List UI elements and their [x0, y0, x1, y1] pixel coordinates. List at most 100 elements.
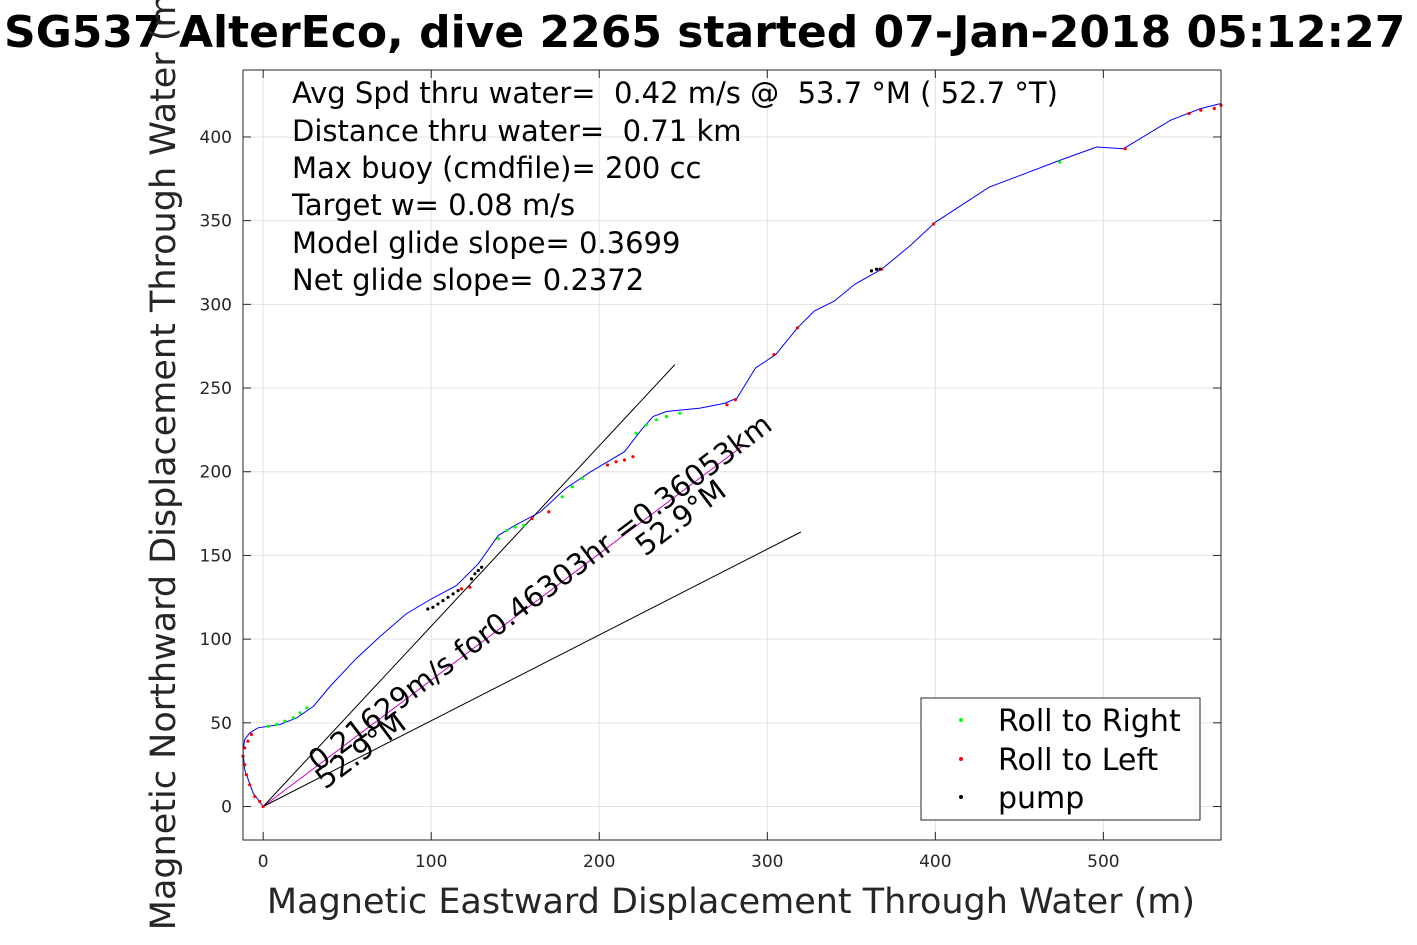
x-tick-label: 200	[583, 852, 615, 872]
stat-distance: Distance thru water= 0.71 km	[292, 114, 742, 148]
marker-pump	[441, 599, 445, 603]
tick-marks	[243, 70, 1221, 840]
y-axis-label: Magnetic Northward Displacement Through …	[144, 0, 184, 930]
marker-roll-right	[664, 414, 669, 419]
marker-roll-right	[522, 523, 526, 527]
marker-roll-right	[513, 525, 517, 529]
marker-roll-left	[246, 739, 250, 743]
x-tick-label: 500	[1087, 852, 1119, 872]
marker-roll-right	[678, 411, 682, 415]
x-tick-label: 100	[415, 852, 447, 872]
marker-roll-left	[547, 510, 551, 514]
marker-roll-left	[631, 455, 635, 459]
legend-label-roll-left: Roll to Left	[998, 743, 1158, 778]
y-tick-label: 200	[200, 463, 232, 483]
y-tick-label: 300	[200, 295, 232, 315]
marker-roll-left	[459, 587, 464, 591]
marker-pump	[869, 269, 874, 273]
marker-roll-left	[622, 458, 627, 462]
marker-roll-right	[298, 711, 302, 715]
marker-roll-right	[505, 528, 509, 532]
y-tick-labels: 0 50 100 150 200 250 300 350 400	[200, 128, 232, 818]
marker-roll-left	[468, 585, 472, 589]
marker-roll-left	[725, 403, 729, 407]
marker-roll-right	[275, 722, 279, 727]
x-tick-label: 0	[258, 852, 269, 872]
chart-title: SG537 AlterEco, dive 2265 started 07-Jan…	[4, 7, 1405, 58]
marker-roll-left	[1199, 108, 1203, 112]
marker-roll-right	[644, 423, 648, 427]
marker-roll-left	[1212, 106, 1216, 111]
marker-pump	[431, 605, 435, 609]
series-line-1	[262, 444, 745, 807]
marker-roll-right	[560, 495, 564, 499]
marker-roll-right	[634, 431, 638, 435]
marker-roll-left	[243, 763, 247, 767]
marker-roll-right	[266, 724, 270, 728]
marker-pump	[473, 572, 477, 576]
legend: Roll to Right Roll to Left pump	[920, 697, 1201, 821]
legend-label-roll-right: Roll to Right	[998, 704, 1181, 739]
axes-frame	[242, 69, 1222, 841]
grid	[243, 70, 1221, 840]
marker-pump	[878, 267, 882, 271]
marker-roll-right	[1058, 160, 1062, 164]
series-markers	[241, 103, 1223, 809]
y-tick-label: 150	[200, 546, 232, 566]
marker-roll-right	[305, 706, 309, 710]
legend-marker-roll-left	[959, 757, 963, 761]
marker-roll-left	[530, 517, 534, 521]
y-tick-label: 250	[200, 379, 232, 399]
series-line-3	[262, 531, 802, 807]
marker-roll-left	[258, 799, 262, 804]
legend-marker-roll-right	[959, 718, 963, 722]
marker-roll-left	[614, 460, 618, 464]
x-tick-labels: 0 100 200 300 400 500	[258, 852, 1120, 872]
marker-roll-left	[733, 398, 738, 402]
marker-pump	[451, 592, 455, 596]
stat-model-glide-slope: Model glide slope= 0.3699	[292, 226, 680, 260]
legend-box	[920, 697, 1201, 821]
y-tick-label: 50	[210, 714, 232, 734]
marker-roll-left	[248, 783, 252, 787]
marker-roll-right	[580, 476, 585, 480]
marker-pump	[469, 577, 474, 581]
marker-pump	[476, 568, 480, 573]
marker-pump	[436, 602, 440, 606]
stat-max-buoy: Max buoy (cmdfile)= 200 cc	[292, 151, 701, 185]
marker-roll-left	[243, 746, 247, 750]
marker-roll-right	[496, 537, 500, 541]
x-tick-label: 400	[919, 852, 951, 872]
marker-roll-left	[795, 326, 800, 330]
y-tick-label: 350	[200, 212, 232, 232]
marker-roll-right	[291, 716, 295, 720]
marker-roll-right	[570, 485, 575, 489]
y-tick-label: 100	[200, 630, 232, 650]
stat-net-glide-slope: Net glide slope= 0.2372	[292, 263, 644, 297]
marker-roll-left	[244, 773, 248, 777]
stat-target-w: Target w= 0.08 m/s	[291, 188, 575, 222]
marker-roll-left	[772, 353, 776, 357]
x-axis-label: Magnetic Eastward Displacement Through W…	[267, 882, 1195, 922]
x-tick-label: 300	[751, 852, 783, 872]
legend-label-pump: pump	[998, 781, 1084, 816]
marker-pump	[456, 589, 460, 593]
marker-roll-left	[253, 794, 257, 799]
marker-pump	[446, 595, 450, 599]
marker-roll-left	[1187, 111, 1191, 116]
marker-pump	[874, 267, 879, 271]
marker-pump	[426, 607, 430, 611]
dive-stats: Avg Spd thru water= 0.42 m/s @ 53.7 °M (…	[291, 76, 1058, 297]
series-line-2	[262, 364, 676, 807]
y-tick-label: 400	[200, 128, 232, 148]
marker-roll-left	[261, 804, 265, 809]
marker-roll-left	[606, 463, 610, 467]
marker-pump	[480, 565, 484, 569]
legend-marker-pump	[959, 795, 963, 799]
marker-roll-right	[654, 418, 659, 422]
marker-roll-right	[283, 719, 287, 723]
marker-roll-left	[932, 222, 936, 226]
marker-roll-left	[1123, 147, 1127, 151]
marker-roll-left	[249, 732, 253, 737]
